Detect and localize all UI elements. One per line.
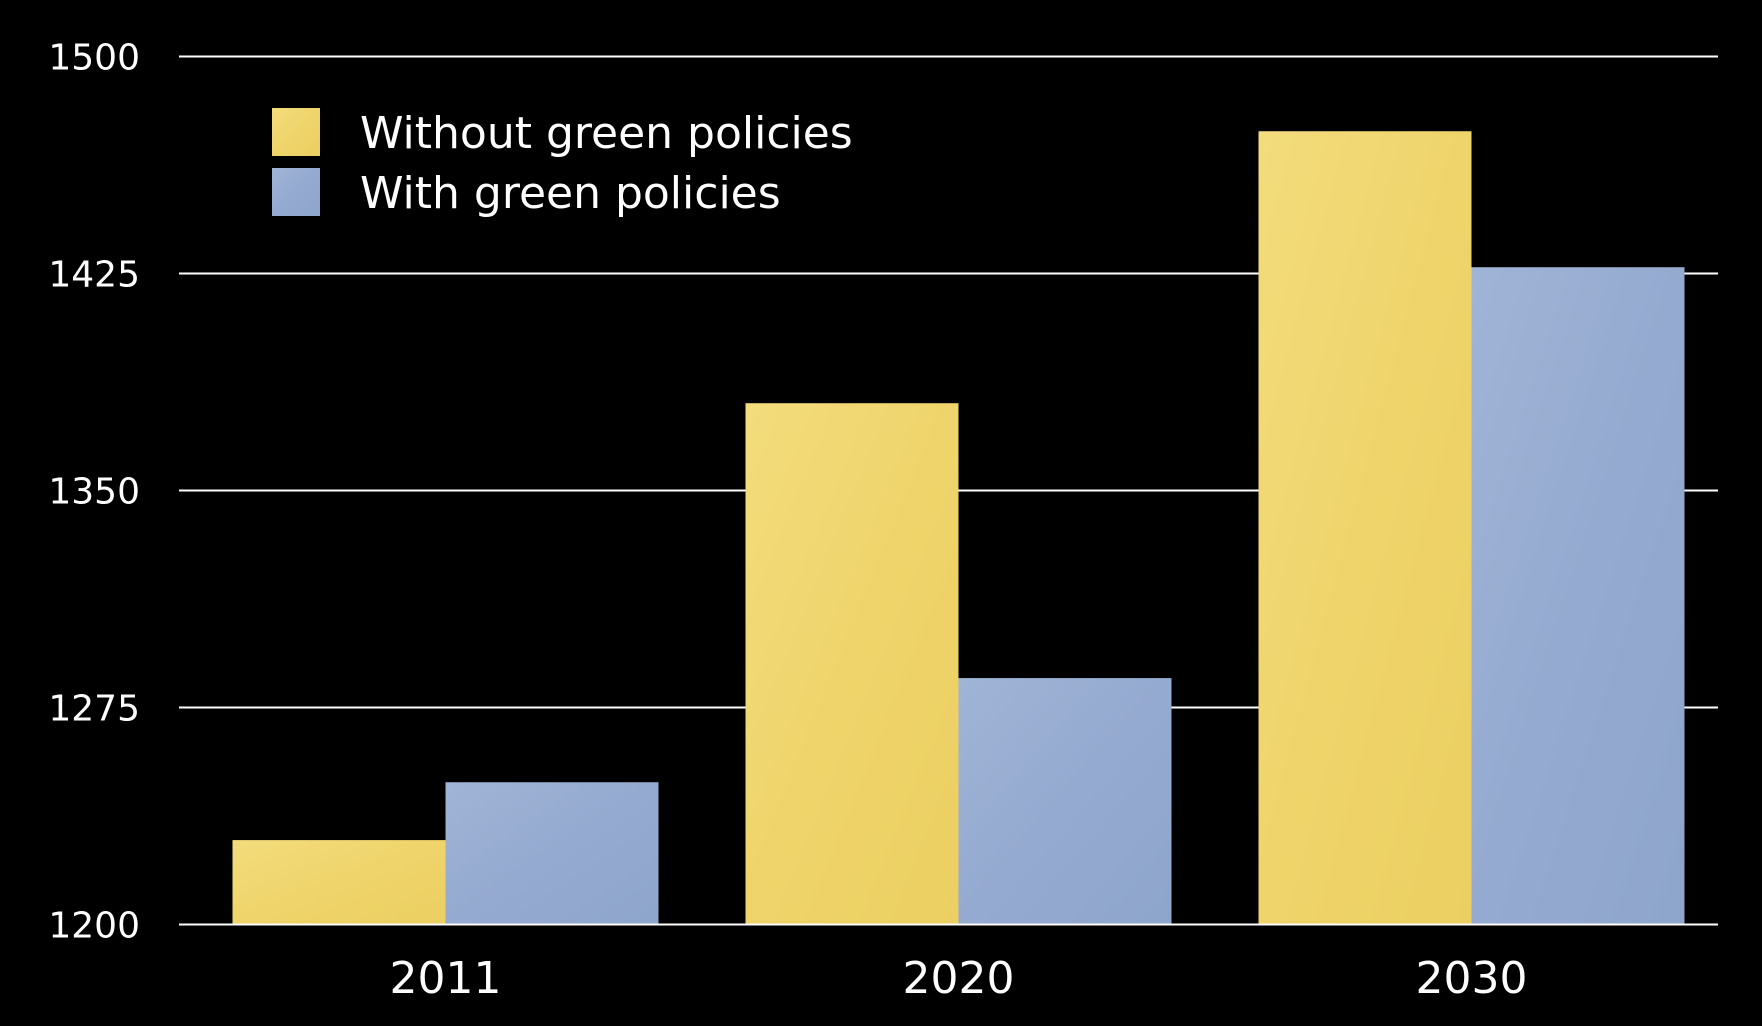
bar-2011-with-green-policies	[445, 782, 659, 924]
legend-swatch-without-green-policies	[272, 108, 320, 156]
bars	[232, 131, 1685, 924]
legend: Without green policies With green policie…	[272, 108, 853, 219]
bar-2011-without-green-policies	[232, 840, 446, 924]
y-tick-label: 1425	[48, 255, 140, 296]
bar-2020-without-green-policies	[745, 403, 959, 924]
bar-2030-without-green-policies	[1258, 131, 1472, 924]
bar-2020-with-green-policies	[958, 678, 1172, 924]
bar-2030-with-green-policies	[1471, 267, 1685, 924]
y-tick-label: 1500	[48, 38, 140, 79]
y-tick-label: 1275	[48, 689, 140, 730]
legend-swatch-with-green-policies	[272, 168, 320, 216]
x-tick-label: 2020	[903, 953, 1015, 1004]
axes: 1200 1275 1350 1425 1500 2011 2020 2030	[48, 38, 1718, 1004]
x-tick-label: 2011	[390, 953, 502, 1004]
legend-label-without-green-policies: Without green policies	[360, 108, 853, 159]
y-tick-label: 1350	[48, 472, 140, 513]
legend-label-with-green-policies: With green policies	[360, 168, 781, 219]
x-tick-label: 2030	[1416, 953, 1528, 1004]
y-tick-label: 1200	[48, 906, 140, 947]
